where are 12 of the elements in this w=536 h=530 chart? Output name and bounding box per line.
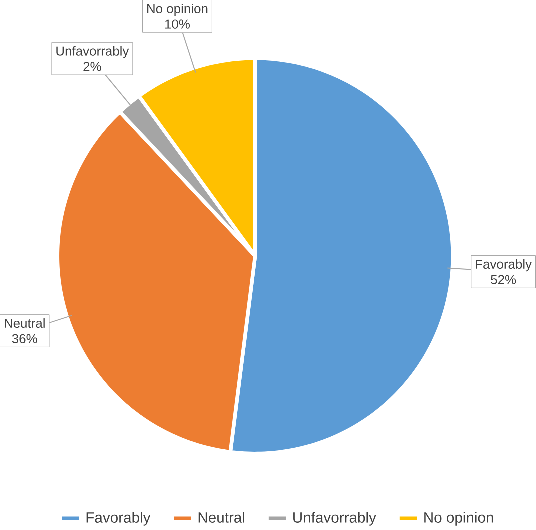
slice-label: No opinion <box>148 4 208 16</box>
data-label: 10% <box>165 20 190 30</box>
legend-label: No opinion <box>424 512 494 526</box>
slice-label: Favorably <box>476 260 532 272</box>
data-label: 2% <box>84 62 102 72</box>
slice-label: Neutral <box>5 318 45 328</box>
data-label: 36% <box>12 334 38 344</box>
slice-label: Unfavorrably <box>56 46 130 59</box>
legend-label: Neutral <box>198 512 244 524</box>
legend-label: Favorably <box>86 512 151 526</box>
legend-label: Unfavorrably <box>294 512 376 526</box>
data-label: 52% <box>491 275 516 285</box>
